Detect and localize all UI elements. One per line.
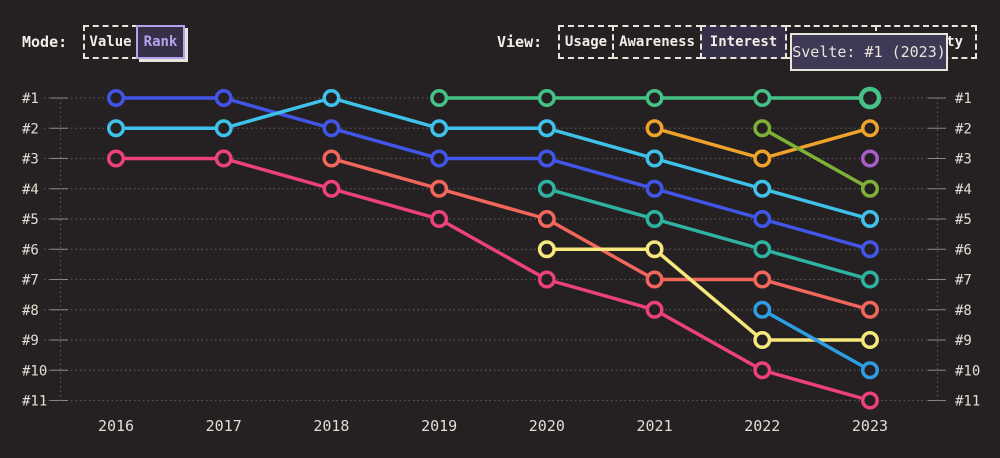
chart-point-blue-2017[interactable]	[214, 89, 233, 107]
chart-point-purple-2023[interactable]	[860, 149, 879, 168]
chart-line-cyan	[114, 96, 872, 221]
rank-label-right-10: #10	[955, 363, 980, 379]
chart-point-cyan-2019[interactable]	[430, 119, 449, 138]
chart-point-salmon-2021[interactable]	[645, 270, 664, 289]
rank-label-left-3: #3	[22, 152, 39, 168]
chart-tooltip-text: Svelte: #1 (2023)	[792, 43, 946, 61]
chart-point-salmon-2020[interactable]	[537, 210, 556, 228]
chart-point-cyan-2016[interactable]	[107, 119, 125, 138]
chart-line-pink	[114, 156, 872, 403]
chart-line-teal	[545, 187, 872, 282]
chart-line-blue	[114, 96, 872, 251]
rank-label-right-3: #3	[955, 152, 972, 168]
year-label-2021: 2021	[636, 417, 672, 435]
chart-point-olive-2023[interactable]	[860, 179, 879, 198]
rank-label-right-4: #4	[955, 182, 972, 198]
chart-point-teal-2023[interactable]	[860, 270, 879, 289]
chart-point-orange-2021[interactable]	[645, 119, 664, 138]
mode-label: Mode:	[22, 33, 68, 51]
chart-point-orange-2022[interactable]	[753, 149, 772, 168]
chart-line-sky-blue	[760, 308, 872, 372]
chart-line-olive	[760, 126, 872, 191]
year-label-2022: 2022	[744, 417, 780, 435]
chart-point-Svelte-2022[interactable]	[753, 89, 772, 107]
chart-point-pink-2017[interactable]	[214, 149, 233, 168]
chart-point-blue-2021[interactable]	[645, 179, 664, 198]
rank-label-right-2: #2	[955, 121, 972, 137]
chart-point-blue-2023[interactable]	[860, 240, 879, 259]
chart-point-salmon-2019[interactable]	[430, 179, 449, 198]
chart-tooltip: Svelte: #1 (2023)	[790, 33, 948, 71]
year-label-2016: 2016	[98, 417, 134, 435]
rank-label-left-1: #1	[22, 91, 39, 107]
chart-line-salmon	[329, 156, 872, 312]
year-label-2020: 2020	[529, 417, 565, 435]
view-button-awareness[interactable]: Awareness	[612, 25, 702, 59]
year-label-2018: 2018	[313, 417, 349, 435]
chart-point-cyan-2020[interactable]	[537, 119, 556, 138]
chart-point-olive-2022[interactable]	[753, 119, 772, 138]
rank-label-right-6: #6	[955, 242, 972, 258]
chart-point-yellow-2020[interactable]	[537, 240, 556, 259]
rank-label-left-4: #4	[22, 182, 39, 198]
rank-label-left-2: #2	[22, 121, 39, 137]
chart-point-cyan-2023[interactable]	[860, 210, 879, 228]
chart-point-pink-2019[interactable]	[430, 210, 449, 228]
chart-point-teal-2020[interactable]	[537, 179, 556, 198]
view-button-usage[interactable]: Usage	[558, 25, 614, 59]
chart-point-cyan-2017[interactable]	[214, 119, 233, 138]
chart-point-Svelte-2020[interactable]	[537, 89, 556, 107]
rank-label-left-5: #5	[22, 212, 39, 228]
rank-label-left-6: #6	[22, 242, 39, 258]
rank-label-right-9: #9	[955, 333, 972, 349]
view-label: View:	[497, 33, 543, 51]
chart-point-salmon-2022[interactable]	[753, 270, 772, 289]
mode-button-rank[interactable]: Rank	[136, 25, 185, 59]
chart-point-blue-2018[interactable]	[322, 119, 341, 138]
chart-point-Svelte-2023[interactable]	[858, 86, 882, 110]
rank-label-right-7: #7	[955, 273, 972, 289]
mode-button-value[interactable]: Value	[83, 25, 138, 59]
chart-point-pink-2016[interactable]	[107, 149, 125, 168]
rank-label-left-8: #8	[22, 303, 39, 319]
chart-point-pink-2022[interactable]	[753, 361, 772, 380]
year-label-2019: 2019	[421, 417, 457, 435]
chart-point-Svelte-2021[interactable]	[645, 89, 664, 107]
rank-label-right-11: #11	[955, 394, 980, 410]
year-label-2017: 2017	[206, 417, 242, 435]
chart-point-sky-blue-2022[interactable]	[753, 300, 772, 319]
chart-point-pink-2020[interactable]	[537, 270, 556, 289]
chart-point-pink-2023[interactable]	[860, 391, 879, 410]
chart-point-cyan-2021[interactable]	[645, 149, 664, 168]
chart-point-yellow-2022[interactable]	[753, 331, 772, 349]
chart-point-cyan-2018[interactable]	[322, 89, 341, 107]
view-button-interest[interactable]: Interest	[700, 25, 787, 59]
rank-label-right-8: #8	[955, 303, 972, 319]
chart-point-blue-2016[interactable]	[107, 89, 125, 107]
rank-label-left-7: #7	[22, 273, 39, 289]
chart-point-cyan-2022[interactable]	[753, 179, 772, 198]
rank-label-right-1: #1	[955, 91, 972, 107]
chart-point-teal-2021[interactable]	[645, 210, 664, 228]
chart-point-yellow-2023[interactable]	[860, 331, 879, 349]
chart-point-Svelte-2019[interactable]	[430, 89, 449, 107]
chart-point-pink-2021[interactable]	[645, 300, 664, 319]
year-label-2023: 2023	[852, 417, 888, 435]
chart-point-pink-2018[interactable]	[322, 179, 341, 198]
rank-label-left-9: #9	[22, 333, 39, 349]
rank-label-left-10: #10	[22, 363, 47, 379]
chart-point-blue-2019[interactable]	[430, 149, 449, 168]
chart-point-blue-2022[interactable]	[753, 210, 772, 228]
rank-label-right-5: #5	[955, 212, 972, 228]
chart-point-salmon-2023[interactable]	[860, 300, 879, 319]
rank-label-left-11: #11	[22, 394, 47, 410]
chart-point-blue-2020[interactable]	[537, 149, 556, 168]
chart-point-teal-2022[interactable]	[753, 240, 772, 259]
chart-point-salmon-2018[interactable]	[322, 149, 341, 168]
chart-point-sky-blue-2023[interactable]	[860, 361, 879, 380]
chart-point-orange-2023[interactable]	[860, 119, 879, 138]
chart-point-yellow-2021[interactable]	[645, 240, 664, 259]
